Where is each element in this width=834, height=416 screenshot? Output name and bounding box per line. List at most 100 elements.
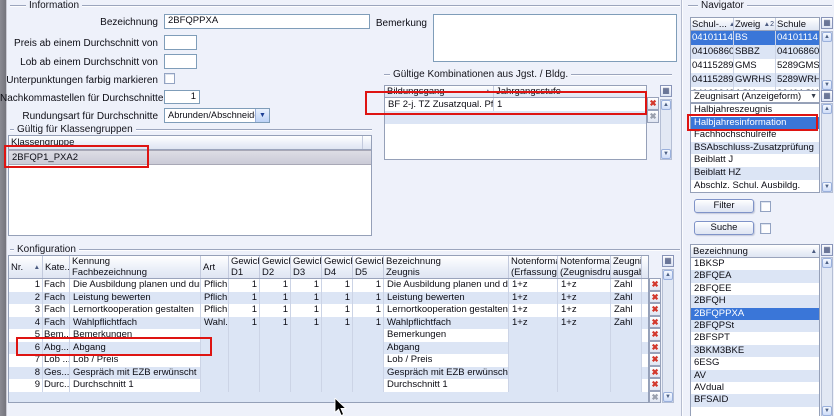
- column-header-gewicht-d5[interactable]: Gewicht D5: [353, 256, 384, 278]
- filter-checkbox[interactable]: [760, 201, 771, 212]
- column-header-notenformat-erfassung[interactable]: Notenformat (Erfassung): [511, 256, 558, 278]
- konfiguration-row[interactable]: 7 Lob ... Lob / Preis Lob / Preis: [9, 354, 648, 367]
- column-header-klassengruppe[interactable]: Klassengruppe: [9, 136, 363, 149]
- chevron-down-icon[interactable]: ▼: [255, 109, 269, 122]
- delete-row-icon[interactable]: ✖: [649, 290, 661, 303]
- zeugnisart-list-item[interactable]: Halbjahreszeugnis: [691, 104, 819, 117]
- konfiguration-row[interactable]: 9 Durc... Durchschnitt 1 Durchschnitt 1: [9, 379, 648, 392]
- column-header-nr[interactable]: Nr. ▲: [9, 256, 43, 278]
- bezeichnung-input[interactable]: 2BFQPPXA: [164, 14, 370, 29]
- column-header-zeugnisausgabe[interactable]: Zeugnis- ausgabe: [613, 256, 642, 278]
- zeugnisart-list-item[interactable]: Beiblatt J: [691, 154, 819, 167]
- column-header-bezeichnung-zeugnis[interactable]: Bezeichnung Zeugnis: [384, 256, 509, 278]
- preis-input[interactable]: [164, 35, 197, 50]
- kombinationen-scrollbar[interactable]: ▲ ▼: [660, 99, 672, 160]
- scroll-down-icon[interactable]: ▼: [661, 149, 671, 159]
- delete-row-icon[interactable]: ✖: [649, 303, 661, 316]
- column-header-bezeichnung[interactable]: Bezeichnung ▲: [693, 245, 817, 257]
- bezeichnung-list-item[interactable]: 2BFQEE: [691, 283, 819, 295]
- scroll-down-icon[interactable]: ▼: [663, 392, 673, 402]
- filter-button[interactable]: Filter: [694, 199, 754, 213]
- konfiguration-row[interactable]: 2 Fach Leistung bewerten Pflich... 1 1 1…: [9, 291, 648, 304]
- konfiguration-row[interactable]: 5 Bem... Bemerkungen Bemerkungen: [9, 329, 648, 342]
- scroll-up-icon[interactable]: ▲: [822, 104, 832, 114]
- suche-checkbox[interactable]: [760, 223, 771, 234]
- zeugnisart-list-item[interactable]: Fachhochschulreife: [691, 129, 819, 142]
- school-row[interactable]: 04115289 GMS 5289GMS: [691, 59, 819, 73]
- kombination-row[interactable]: BF 2-j. TZ Zusatzqual. Pflege 1: [385, 98, 646, 111]
- cell-gewicht-d4: 1: [322, 316, 353, 329]
- bezeichnung-list-item[interactable]: 2BFQEA: [691, 270, 819, 283]
- zeugnisart-list-scrollbar[interactable]: ▲ ▼: [821, 103, 833, 193]
- scroll-up-icon[interactable]: ▲: [661, 100, 671, 110]
- kombinationen-customize-columns-icon[interactable]: ▦: [660, 85, 672, 97]
- column-header-gewicht-d1[interactable]: Gewicht D1: [229, 256, 260, 278]
- column-header-jahrgangsstufe[interactable]: Jahrgangsstufe: [496, 86, 561, 97]
- column-header-zweig[interactable]: Zweig ▲2: [735, 18, 776, 30]
- konfiguration-row[interactable]: 4 Fach Wahlpflichtfach Wahl... 1 1 1 1 1…: [9, 316, 648, 329]
- delete-row-icon[interactable]: ✖: [649, 278, 661, 291]
- bezeichnung-list-item[interactable]: 1BKSP: [691, 258, 819, 270]
- bezeichnung-list-item[interactable]: 2BFQPPXA: [691, 307, 819, 320]
- delete-row-icon[interactable]: ✖: [649, 365, 661, 378]
- suche-button[interactable]: Suche: [694, 221, 754, 235]
- column-header-kategorie[interactable]: Kate...: [43, 256, 70, 278]
- column-header-schule[interactable]: Schule: [777, 18, 807, 30]
- delete-row-icon[interactable]: ✖: [649, 340, 661, 353]
- klassengruppe-row[interactable]: 2BFQP1_PXA2: [9, 150, 371, 165]
- school-table-scrollbar[interactable]: ▲ ▼: [821, 31, 833, 91]
- column-header-gewicht-d4[interactable]: Gewicht D4: [322, 256, 353, 278]
- konfiguration-row[interactable]: 6 Abg... Abgang Abgang: [9, 341, 648, 354]
- column-header-gewicht-d3[interactable]: Gewicht D3: [291, 256, 322, 278]
- school-row[interactable]: 04162640 AGY 2640AGY: [691, 87, 819, 90]
- column-header-kennung[interactable]: Kennung Fachbezeichnung: [70, 256, 201, 278]
- scroll-down-icon[interactable]: ▼: [822, 80, 832, 90]
- lob-input[interactable]: [164, 54, 197, 69]
- zeugnisart-list-item[interactable]: Halbjahresinformation: [691, 116, 819, 130]
- school-table-customize-columns-icon[interactable]: ▦: [821, 17, 833, 29]
- konfiguration-scrollbar[interactable]: ▲ ▼: [662, 269, 674, 403]
- scroll-up-icon[interactable]: ▲: [822, 32, 832, 42]
- scroll-up-icon[interactable]: ▲: [663, 270, 673, 280]
- scroll-down-icon[interactable]: ▼: [822, 182, 832, 192]
- delete-row-icon[interactable]: ✖: [649, 378, 661, 391]
- delete-row-icon[interactable]: ✖: [649, 353, 661, 366]
- delete-row-icon[interactable]: ✖: [649, 328, 661, 341]
- school-row[interactable]: 04101114 BS 04101114: [691, 31, 819, 45]
- bezeichnung-list-item[interactable]: AV: [691, 369, 819, 382]
- konfiguration-row[interactable]: 1 Fach Die Ausbildung planen und durchfü…: [9, 279, 648, 292]
- bezeichnung-customize-columns-icon[interactable]: ▦: [821, 244, 833, 256]
- school-row[interactable]: 04106860 SBBZ 04106860: [691, 45, 819, 59]
- nachkommastellen-input[interactable]: 1: [164, 90, 200, 104]
- zeugnisart-customize-icon[interactable]: ▦: [821, 90, 833, 102]
- scroll-up-icon[interactable]: ▲: [822, 258, 832, 268]
- bemerkung-textarea[interactable]: [433, 14, 677, 62]
- left-divider[interactable]: [0, 0, 7, 416]
- unterpunktungen-checkbox[interactable]: [164, 73, 175, 84]
- column-header-gewicht-d2[interactable]: Gewicht D2: [260, 256, 291, 278]
- zeugnisart-list-item[interactable]: Beiblatt HZ: [691, 166, 819, 180]
- bezeichnung-list-scrollbar[interactable]: ▲ ▼: [821, 257, 833, 416]
- konfiguration-customize-columns-icon[interactable]: ▦: [662, 255, 674, 267]
- column-header-art[interactable]: Art: [201, 256, 229, 278]
- bezeichnung-list-item[interactable]: 2BFQPSt: [691, 319, 819, 333]
- bezeichnung-list-item[interactable]: 2BFSPT: [691, 332, 819, 344]
- konfiguration-row[interactable]: 8 Ges... Gespräch mit EZB erwünscht Gesp…: [9, 366, 648, 379]
- bezeichnung-list-item[interactable]: 2BFQH: [691, 295, 819, 308]
- bezeichnung-list-item[interactable]: 6ESG: [691, 357, 819, 369]
- bezeichnung-list-item[interactable]: AVdual: [691, 382, 819, 394]
- zeugnisart-list-item[interactable]: BSAbschluss-Zusatzprüfung: [691, 141, 819, 155]
- bezeichnung-list-item[interactable]: BFSAID: [691, 394, 819, 407]
- rundungsart-combobox[interactable]: Abrunden/Abschneiden ▼: [164, 108, 270, 123]
- column-header-notenformat-zeugnisdruck[interactable]: Notenformat (Zeugnisdruck): [560, 256, 611, 278]
- bezeichnung-list-item[interactable]: 3BKM3BKE: [691, 344, 819, 358]
- column-header-bildungsgang[interactable]: Bildungsgang ▲: [385, 86, 494, 97]
- scroll-down-icon[interactable]: ▼: [822, 406, 832, 416]
- konfiguration-row[interactable]: 3 Fach Lernortkooperation gestalten Pfli…: [9, 304, 648, 317]
- delete-row-icon[interactable]: ✖: [649, 315, 661, 328]
- delete-row-icon[interactable]: ✖: [647, 97, 659, 110]
- column-header-schulnummer[interactable]: Schul-... ▲1: [691, 18, 734, 30]
- school-row[interactable]: 04115289 GWRHS 5289WRHS: [691, 73, 819, 87]
- zeugnisart-list-item[interactable]: Abschlz. Schul. Ausbildg.: [691, 180, 819, 192]
- zeugnisart-dropdown[interactable]: Zeugnisart (Anzeigeform) ▼: [690, 90, 820, 103]
